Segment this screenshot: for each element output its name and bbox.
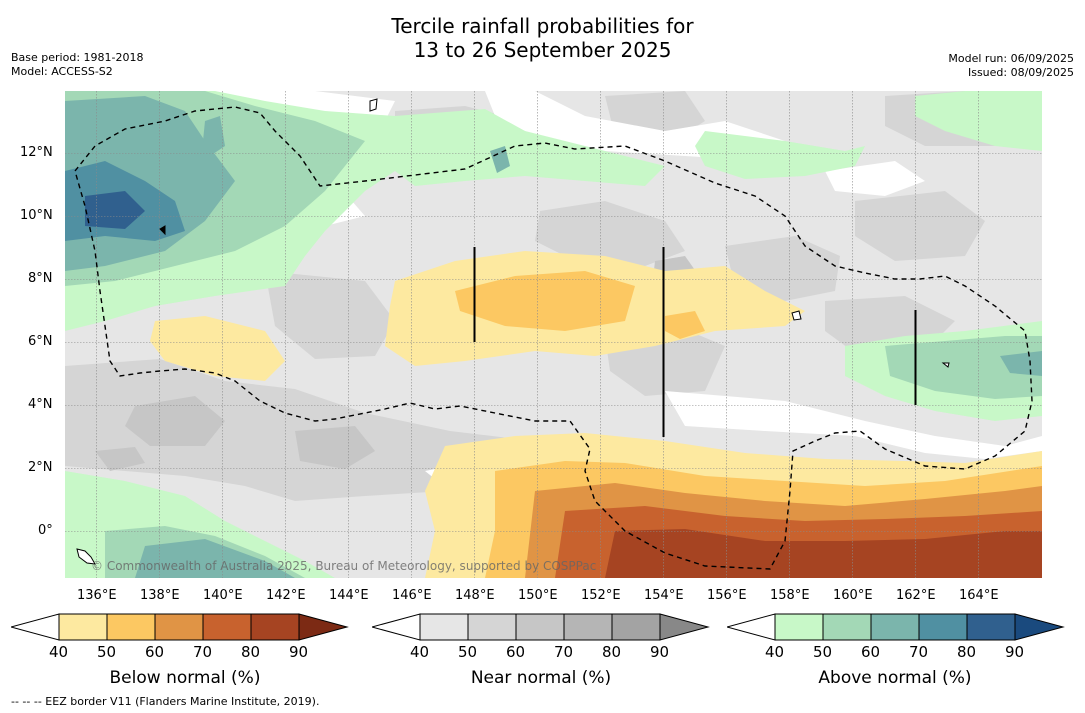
lon-label-146e: 146°E xyxy=(392,588,432,603)
probability-map[interactable]: © Commonwealth of Australia 2025, Bureau… xyxy=(65,91,1042,578)
near-swatch-60 xyxy=(515,613,565,641)
copyright-text: © Commonwealth of Australia 2025, Bureau… xyxy=(91,559,596,573)
eez-legend-note: -- -- -- EEZ border V11 (Flanders Marine… xyxy=(11,695,320,708)
lon-label-164e: 164°E xyxy=(959,588,999,603)
chart-title: Tercile rainfall probabilities for 13 to… xyxy=(0,14,1085,62)
lat-label-0: 0° xyxy=(38,523,53,538)
near-tick-70: 70 xyxy=(554,643,574,661)
below-tick-90: 90 xyxy=(289,643,309,661)
title-line-2: 13 to 26 September 2025 xyxy=(413,38,672,62)
below-tick-60: 60 xyxy=(145,643,165,661)
lon-label-140e: 140°E xyxy=(203,588,243,603)
above-tick-70: 70 xyxy=(909,643,929,661)
lon-label-142e: 142°E xyxy=(266,588,306,603)
below-tick-50: 50 xyxy=(97,643,117,661)
lon-label-160e: 160°E xyxy=(833,588,873,603)
near-tick-90: 90 xyxy=(650,643,670,661)
above-swatch-40 xyxy=(774,613,824,641)
near-normal-label: Near normal (%) xyxy=(470,668,612,688)
below-normal-colorbar xyxy=(11,613,349,641)
near-tick-60: 60 xyxy=(506,643,526,661)
near-swatch-under xyxy=(372,613,421,641)
below-normal-label: Below normal (%) xyxy=(109,668,261,688)
near-swatch-50 xyxy=(467,613,517,641)
lat-label-10n: 10°N xyxy=(20,208,53,223)
near-normal-colorbar xyxy=(372,613,710,641)
eez-borders xyxy=(74,106,1033,570)
lon-label-152e: 152°E xyxy=(581,588,621,603)
lat-label-8n: 8°N xyxy=(28,271,53,286)
lon-label-158e: 158°E xyxy=(770,588,810,603)
lon-label-162e: 162°E xyxy=(896,588,936,603)
lat-label-6n: 6°N xyxy=(28,334,53,349)
below-tick-80: 80 xyxy=(241,643,261,661)
region-markers xyxy=(473,247,917,437)
below-swatch-under xyxy=(11,613,60,641)
above-swatch-over xyxy=(1014,613,1065,641)
near-swatch-40 xyxy=(419,613,469,641)
above-swatch-50 xyxy=(822,613,872,641)
near-swatch-70 xyxy=(563,613,613,641)
above-tick-60: 60 xyxy=(861,643,881,661)
near-swatch-80 xyxy=(611,613,661,641)
above-tick-80: 80 xyxy=(957,643,977,661)
title-line-1: Tercile rainfall probabilities for xyxy=(391,14,694,38)
lon-label-154e: 154°E xyxy=(644,588,684,603)
above-swatch-under xyxy=(727,613,776,641)
near-tick-40: 40 xyxy=(410,643,430,661)
lon-label-156e: 156°E xyxy=(707,588,747,603)
below-swatch-60 xyxy=(154,613,204,641)
lat-label-2n: 2°N xyxy=(28,460,53,475)
lon-label-144e: 144°E xyxy=(329,588,369,603)
above-swatch-60 xyxy=(870,613,920,641)
lon-label-148e: 148°E xyxy=(455,588,495,603)
near-tick-80: 80 xyxy=(602,643,622,661)
below-tick-40: 40 xyxy=(49,643,69,661)
above-swatch-70 xyxy=(918,613,968,641)
below-swatch-40 xyxy=(58,613,108,641)
lat-label-4n: 4°N xyxy=(28,397,53,412)
lon-label-150e: 150°E xyxy=(518,588,558,603)
model-info: Base period: 1981-2018 Model: ACCESS-S2 xyxy=(11,51,143,79)
above-normal-colorbar xyxy=(727,613,1065,641)
above-tick-50: 50 xyxy=(813,643,833,661)
model-run-date: Model run: 06/09/2025 xyxy=(948,52,1074,65)
above-tick-90: 90 xyxy=(1005,643,1025,661)
base-period: Base period: 1981-2018 xyxy=(11,51,144,64)
below-swatch-70 xyxy=(202,613,252,641)
lon-label-136e: 136°E xyxy=(77,588,117,603)
lat-label-12n: 12°N xyxy=(20,145,53,160)
below-swatch-50 xyxy=(106,613,156,641)
near-swatch-over xyxy=(659,613,710,641)
above-swatch-80 xyxy=(966,613,1016,641)
issued-date: Issued: 08/09/2025 xyxy=(967,66,1074,79)
above-normal-label: Above normal (%) xyxy=(818,668,972,688)
lon-label-138e: 138°E xyxy=(140,588,180,603)
islands xyxy=(76,98,950,565)
below-tick-70: 70 xyxy=(193,643,213,661)
below-swatch-over xyxy=(298,613,349,641)
map-gridlines xyxy=(65,91,1042,578)
above-normal-regions xyxy=(65,91,1042,578)
below-swatch-80 xyxy=(250,613,300,641)
model-name: Model: ACCESS-S2 xyxy=(11,65,113,78)
run-info: Model run: 06/09/2025 Issued: 08/09/2025 xyxy=(948,52,1074,80)
above-tick-40: 40 xyxy=(765,643,785,661)
near-tick-50: 50 xyxy=(458,643,478,661)
